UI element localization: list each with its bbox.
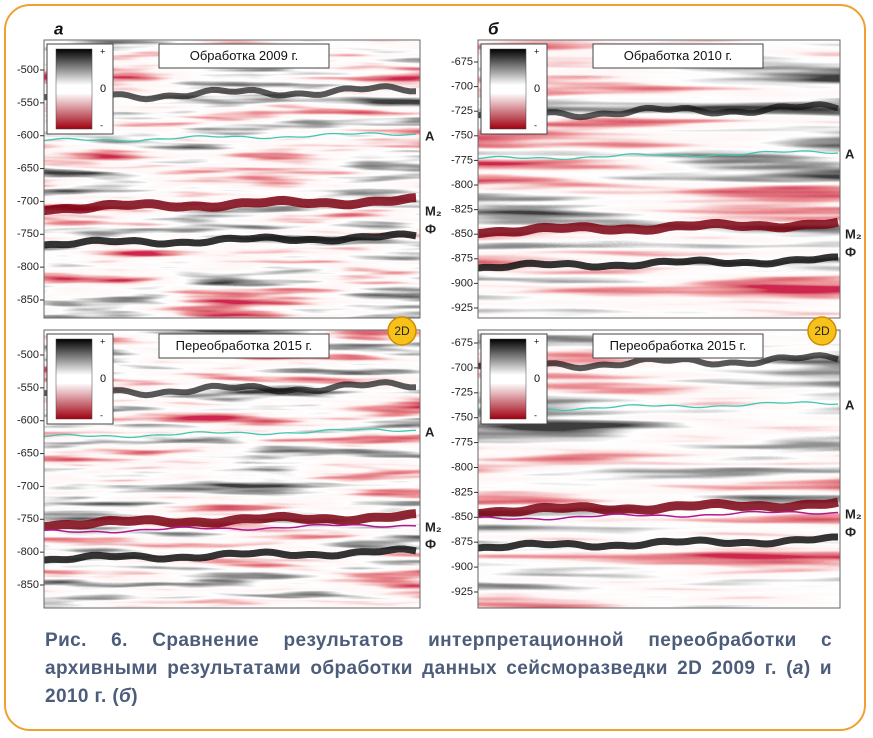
badge-label: 2D (394, 324, 410, 338)
y-tick-label: -750 (451, 412, 473, 424)
y-tick-label: -775 (451, 154, 473, 166)
legend-label: 0 (534, 83, 540, 95)
horizon-label: M₂ (425, 519, 442, 534)
horizon-label: А (425, 424, 435, 439)
y-tick-label: -550 (17, 382, 39, 394)
legend-label: 0 (100, 83, 106, 95)
legend-label: - (100, 410, 103, 420)
panel: -500 -550 -600 -650 -700 -750 -800 -850 А M₂ Фа Обр… (17, 19, 442, 318)
figure: -500 -550 -600 -650 -700 -750 -800 -850 А M₂ Фа Обр… (0, 0, 873, 620)
y-tick-label: -925 (451, 586, 473, 598)
horizon-label: Ф (845, 524, 856, 539)
y-tick-label: -700 (17, 480, 39, 492)
legend-label: + (100, 46, 105, 56)
legend-bar (56, 49, 92, 129)
horizon-label: M₂ (425, 203, 442, 218)
y-tick-label: -875 (451, 536, 473, 548)
horizon-label: Ф (845, 244, 856, 259)
legend-label: 0 (534, 373, 540, 385)
caption-text: Рис. 6. Сравнение результатов интерпрета… (45, 630, 832, 679)
y-tick-label: -800 (451, 179, 473, 191)
caption-letter: б (119, 686, 131, 707)
panel-title: Переобработка 2015 г. (610, 338, 747, 353)
y-tick-label: -650 (17, 447, 39, 459)
y-tick-label: -500 (17, 64, 39, 76)
panel-letter: б (488, 19, 499, 38)
panel-letter: а (54, 19, 63, 38)
legend-bar (56, 339, 92, 419)
y-tick-label: -650 (17, 162, 39, 174)
page: -500 -550 -600 -650 -700 -750 -800 -850 А M₂ Фа Обр… (0, 0, 873, 738)
panel: -675 -700 -725 -750 -775 -800 -825 -850 -875 -900… (451, 19, 862, 318)
y-tick-label: -925 (451, 302, 473, 314)
y-tick-label: -725 (451, 387, 473, 399)
y-tick-label: -850 (17, 579, 39, 591)
horizon-label: M₂ (845, 506, 862, 521)
y-tick-label: -700 (17, 195, 39, 207)
y-tick-label: -775 (451, 437, 473, 449)
horizon-label: А (425, 128, 435, 143)
caption-text: ) (131, 686, 138, 707)
y-tick-label: -600 (17, 130, 39, 142)
panel-title: Обработка 2010 г. (624, 48, 732, 63)
y-tick-label: -675 (451, 337, 473, 349)
y-tick-label: -825 (451, 204, 473, 216)
horizon-label: А (845, 146, 855, 161)
y-tick-label: -850 (451, 511, 473, 523)
panel: -675 -700 -725 -750 -775 -800 -825 -850 -875 -900… (451, 317, 862, 608)
y-tick-label: -800 (17, 546, 39, 558)
legend-label: - (100, 120, 103, 130)
horizon-label: M₂ (845, 226, 862, 241)
panel-title: Обработка 2009 г. (190, 48, 298, 63)
legend-label: 0 (100, 373, 106, 385)
y-tick-label: -875 (451, 253, 473, 265)
y-tick-label: -900 (451, 561, 473, 573)
y-tick-label: -600 (17, 415, 39, 427)
legend-bar (490, 339, 526, 419)
legend-label: + (534, 46, 539, 56)
legend-label: - (534, 120, 537, 130)
y-tick-label: -825 (451, 486, 473, 498)
y-tick-label: -700 (451, 362, 473, 374)
horizon-label: Ф (425, 221, 436, 236)
y-tick-label: -675 (451, 56, 473, 68)
panel: -500 -550 -600 -650 -700 -750 -800 -850 А M₂ Ф Пере… (17, 317, 442, 608)
y-tick-label: -850 (17, 294, 39, 306)
legend-bar (490, 49, 526, 129)
y-tick-label: -750 (17, 228, 39, 240)
y-tick-label: -900 (451, 277, 473, 289)
caption-letter: а (793, 658, 804, 679)
badge-label: 2D (814, 324, 830, 338)
legend-label: + (534, 336, 539, 346)
horizon-label: Ф (425, 536, 436, 551)
y-tick-label: -550 (17, 97, 39, 109)
y-tick-label: -750 (17, 513, 39, 525)
y-tick-label: -700 (451, 81, 473, 93)
panel-title: Переобработка 2015 г. (176, 338, 313, 353)
y-tick-label: -500 (17, 349, 39, 361)
y-tick-label: -725 (451, 105, 473, 117)
y-tick-label: -850 (451, 228, 473, 240)
horizon-label: А (845, 397, 855, 412)
caption: Рис. 6. Сравнение результатов интерпрета… (45, 627, 832, 711)
legend-label: + (100, 336, 105, 346)
y-tick-label: -750 (451, 130, 473, 142)
y-tick-label: -800 (451, 461, 473, 473)
legend-label: - (534, 410, 537, 420)
y-tick-label: -800 (17, 261, 39, 273)
